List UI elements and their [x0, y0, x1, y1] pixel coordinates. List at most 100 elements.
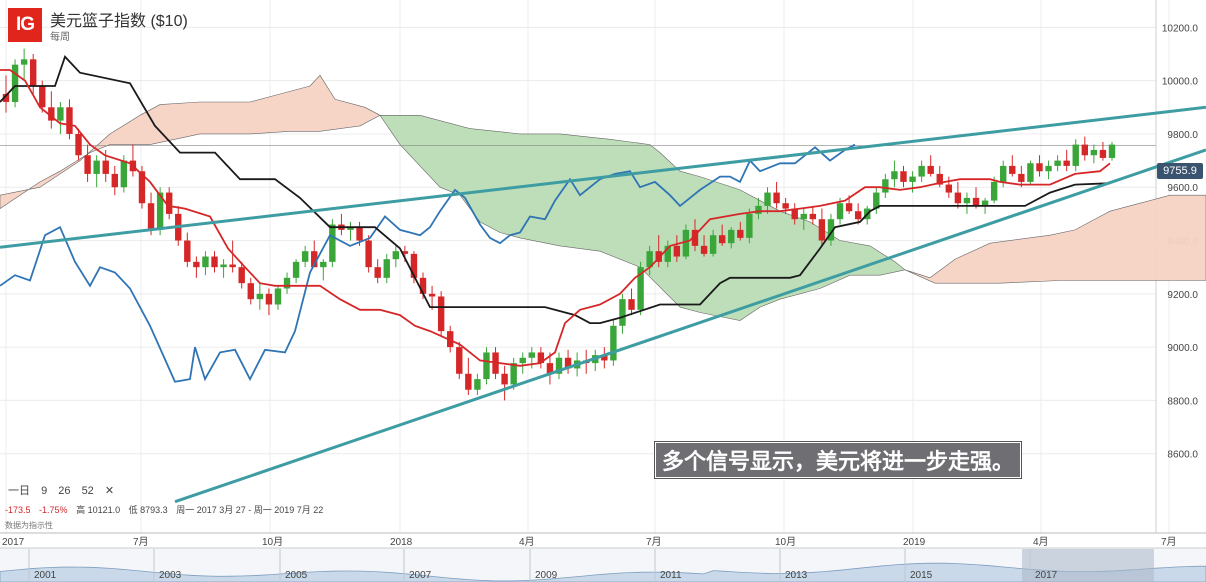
bull-candle: [891, 171, 898, 180]
y-tick-label: 10200.0: [1162, 23, 1199, 34]
navigator-tick-label: 2013: [785, 570, 808, 581]
close-icon[interactable]: ✕: [104, 485, 115, 497]
bull-candle: [764, 192, 771, 206]
bull-candle: [981, 200, 989, 206]
bear-candle: [374, 267, 381, 278]
y-tick-label: 9200.0: [1167, 290, 1198, 301]
x-tick-label: 10月: [262, 536, 283, 548]
data-disclaimer: 数据为指示性: [5, 521, 53, 530]
bull-candle: [610, 325, 617, 361]
annotation-banner: 多个信号显示，美元将进一步走强。: [653, 441, 1023, 479]
bull-candle: [392, 251, 400, 260]
bear-candle: [138, 171, 146, 204]
indicator-label[interactable]: 一日: [8, 485, 30, 497]
low-value: 低 8793.3: [128, 505, 168, 515]
bear-candle: [456, 347, 463, 374]
bear-candle: [102, 160, 109, 174]
y-tick-label: 8600.0: [1167, 450, 1198, 461]
bull-candle: [1045, 165, 1052, 172]
bull-candle: [347, 227, 354, 230]
bear-candle: [700, 245, 708, 254]
bull-candle: [528, 352, 536, 358]
price-stats: -173.5 -1.75% 高 10121.0 低 8793.3 周一 2017…: [5, 503, 329, 516]
bear-candle: [229, 264, 236, 268]
x-tick-label: 2017: [2, 537, 25, 548]
bear-candle: [66, 107, 73, 134]
bull-candle: [220, 264, 227, 268]
bull-candle: [755, 205, 762, 214]
bear-candle: [628, 299, 635, 310]
bear-candle: [791, 208, 798, 220]
navigator-tick-label: 2009: [535, 570, 558, 581]
bear-candle: [29, 59, 37, 86]
bear-candle: [39, 85, 46, 108]
bear-candle: [845, 203, 853, 212]
bull-candle: [120, 160, 128, 188]
bull-candle: [682, 229, 690, 257]
bear-candle: [655, 251, 662, 262]
bull-candle: [709, 235, 717, 254]
bull-candle: [292, 261, 300, 278]
bear-candle: [718, 235, 726, 244]
bear-candle: [972, 197, 980, 206]
navigator-tick-label: 2017: [1035, 570, 1058, 581]
bear-candle: [84, 155, 91, 174]
bull-candle: [283, 277, 291, 289]
bull-candle: [483, 352, 490, 380]
bear-candle: [737, 229, 744, 238]
bear-candle: [927, 165, 934, 174]
bear-candle: [1099, 149, 1107, 158]
bear-candle: [936, 173, 943, 185]
last-price-label: 9755.9: [1157, 163, 1203, 179]
bull-candle: [1027, 163, 1034, 182]
bear-candle: [1063, 160, 1070, 166]
period-tenkan[interactable]: 9: [41, 485, 48, 497]
bull-candle: [1054, 160, 1061, 166]
bear-candle: [691, 229, 699, 246]
bearish-cloud-future: [904, 194, 1206, 284]
period-kijun[interactable]: 26: [58, 485, 71, 497]
bull-candle: [882, 179, 889, 193]
y-tick-label: 9000.0: [1167, 343, 1198, 354]
bear-candle: [48, 107, 55, 121]
bear-candle: [2, 93, 10, 102]
bear-candle: [1081, 144, 1089, 156]
bear-candle: [111, 173, 118, 188]
bull-candle: [156, 192, 164, 230]
bull-candle: [664, 245, 671, 262]
navigator-tick-label: 2007: [409, 570, 432, 581]
x-tick-label: 7月: [646, 536, 662, 548]
bear-candle: [419, 277, 427, 294]
bear-candle: [356, 227, 363, 241]
bear-candle: [365, 240, 372, 268]
bear-candle: [945, 184, 953, 193]
bear-candle: [238, 267, 245, 284]
bearish-cloud: [0, 74, 381, 209]
bull-candle: [1108, 144, 1116, 158]
tenkan-sen-line: [0, 69, 1111, 367]
chart-header: IG 美元篮子指数 ($10) 每周: [0, 0, 600, 48]
bear-candle: [184, 240, 191, 262]
upper-trendline: [0, 105, 1206, 249]
bull-candle: [519, 357, 526, 364]
period-senkou[interactable]: 52: [81, 485, 94, 497]
bull-candle: [202, 256, 209, 268]
x-tick-label: 4月: [1033, 536, 1049, 548]
bull-candle: [836, 203, 844, 220]
timeframe-label[interactable]: 每周: [50, 32, 70, 43]
bear-candle: [75, 133, 82, 156]
bull-candle: [20, 59, 28, 65]
bear-candle: [265, 293, 273, 305]
bull-candle: [728, 229, 735, 244]
bull-candle: [11, 64, 19, 102]
bear-candle: [954, 192, 962, 204]
bull-candle: [646, 251, 653, 268]
x-tick-label: 7月: [1161, 536, 1177, 548]
kijun-sen-line: [0, 54, 1111, 325]
lower-trendline: [174, 148, 1206, 504]
bullish-cloud: [379, 115, 906, 321]
bull-candle: [510, 363, 517, 385]
bull-candle: [1000, 165, 1007, 182]
x-tick-label: 10月: [775, 536, 796, 548]
bull-candle: [619, 299, 626, 326]
